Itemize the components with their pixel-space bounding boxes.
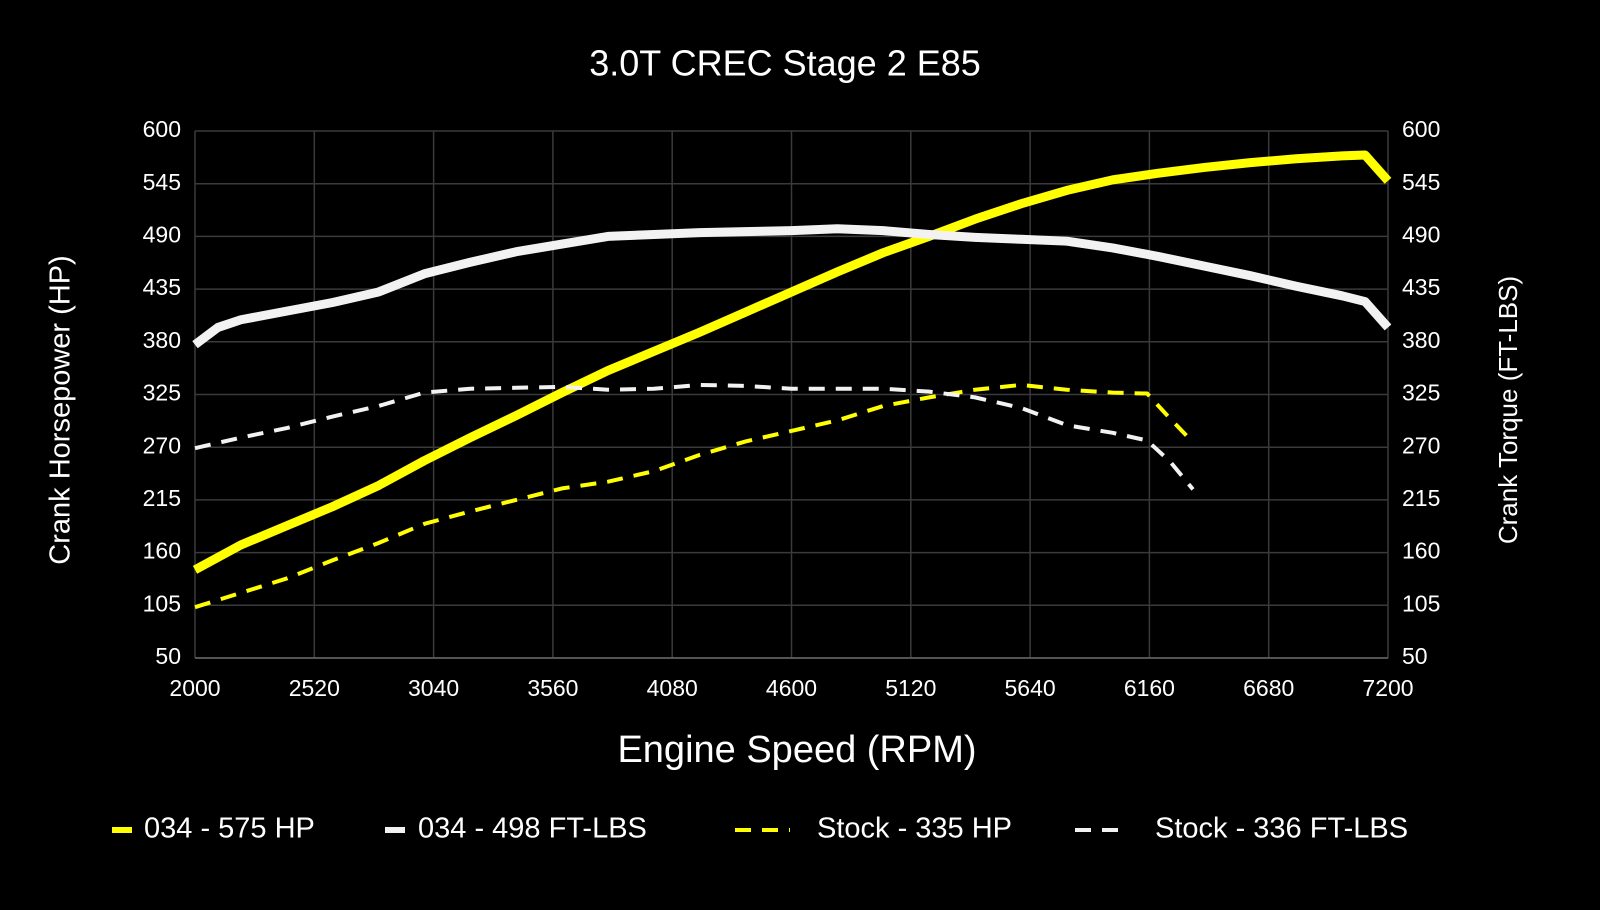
y2-tick-label: 270 bbox=[1402, 432, 1440, 458]
x-tick-label: 6680 bbox=[1243, 675, 1294, 701]
chart-title: 3.0T CREC Stage 2 E85 bbox=[589, 43, 981, 84]
y-axis-label: Crank Horsepower (HP) bbox=[45, 255, 77, 564]
y2-tick-label: 215 bbox=[1402, 485, 1440, 511]
series-line bbox=[194, 382, 1195, 610]
x-tick-label: 5120 bbox=[885, 675, 936, 701]
x-tick-label: 4600 bbox=[766, 675, 817, 701]
y2-tick-label: 380 bbox=[1402, 327, 1440, 353]
x-axis-label: Engine Speed (RPM) bbox=[617, 729, 976, 771]
x-tick-label: 3040 bbox=[408, 675, 459, 701]
series-line bbox=[192, 150, 1392, 574]
legend-label: Stock - 335 HP bbox=[817, 813, 1012, 845]
y2-tick-label: 105 bbox=[1402, 590, 1440, 616]
x-tick-label: 5640 bbox=[1005, 675, 1056, 701]
y-tick-label: 435 bbox=[143, 274, 181, 300]
x-tick-label: 6160 bbox=[1124, 675, 1175, 701]
y-tick-label: 215 bbox=[143, 485, 181, 511]
y2-tick-label: 600 bbox=[1402, 116, 1440, 142]
x-tick-label: 4080 bbox=[647, 675, 698, 701]
y2-tick-label: 490 bbox=[1402, 221, 1440, 247]
y-tick-label: 545 bbox=[143, 169, 181, 195]
y-tick-label: 50 bbox=[155, 643, 181, 669]
y-tick-label: 600 bbox=[143, 116, 181, 142]
legend-label: Stock - 336 FT-LBS bbox=[1155, 813, 1408, 845]
y2-axis-label: Crank Torque (FT-LBS) bbox=[1493, 276, 1523, 544]
y2-tick-label: 50 bbox=[1402, 643, 1428, 669]
x-tick-label: 2520 bbox=[289, 675, 340, 701]
legend-label: 034 - 498 FT-LBS bbox=[418, 813, 647, 845]
series-line bbox=[192, 224, 1392, 349]
x-tick-label: 2000 bbox=[169, 675, 220, 701]
y-tick-label: 490 bbox=[143, 221, 181, 247]
legend-label: 034 - 575 HP bbox=[144, 813, 315, 845]
y-tick-label: 105 bbox=[143, 590, 181, 616]
series-line bbox=[194, 382, 1195, 491]
y-tick-label: 380 bbox=[143, 327, 181, 353]
y-tick-label: 325 bbox=[143, 380, 181, 406]
x-tick-label: 7200 bbox=[1362, 675, 1413, 701]
y-tick-label: 270 bbox=[143, 432, 181, 458]
y2-tick-label: 435 bbox=[1402, 274, 1440, 300]
y2-tick-label: 160 bbox=[1402, 538, 1440, 564]
y2-tick-label: 325 bbox=[1402, 380, 1440, 406]
y2-tick-label: 545 bbox=[1402, 169, 1440, 195]
x-tick-label: 3560 bbox=[527, 675, 578, 701]
y-tick-label: 160 bbox=[143, 538, 181, 564]
